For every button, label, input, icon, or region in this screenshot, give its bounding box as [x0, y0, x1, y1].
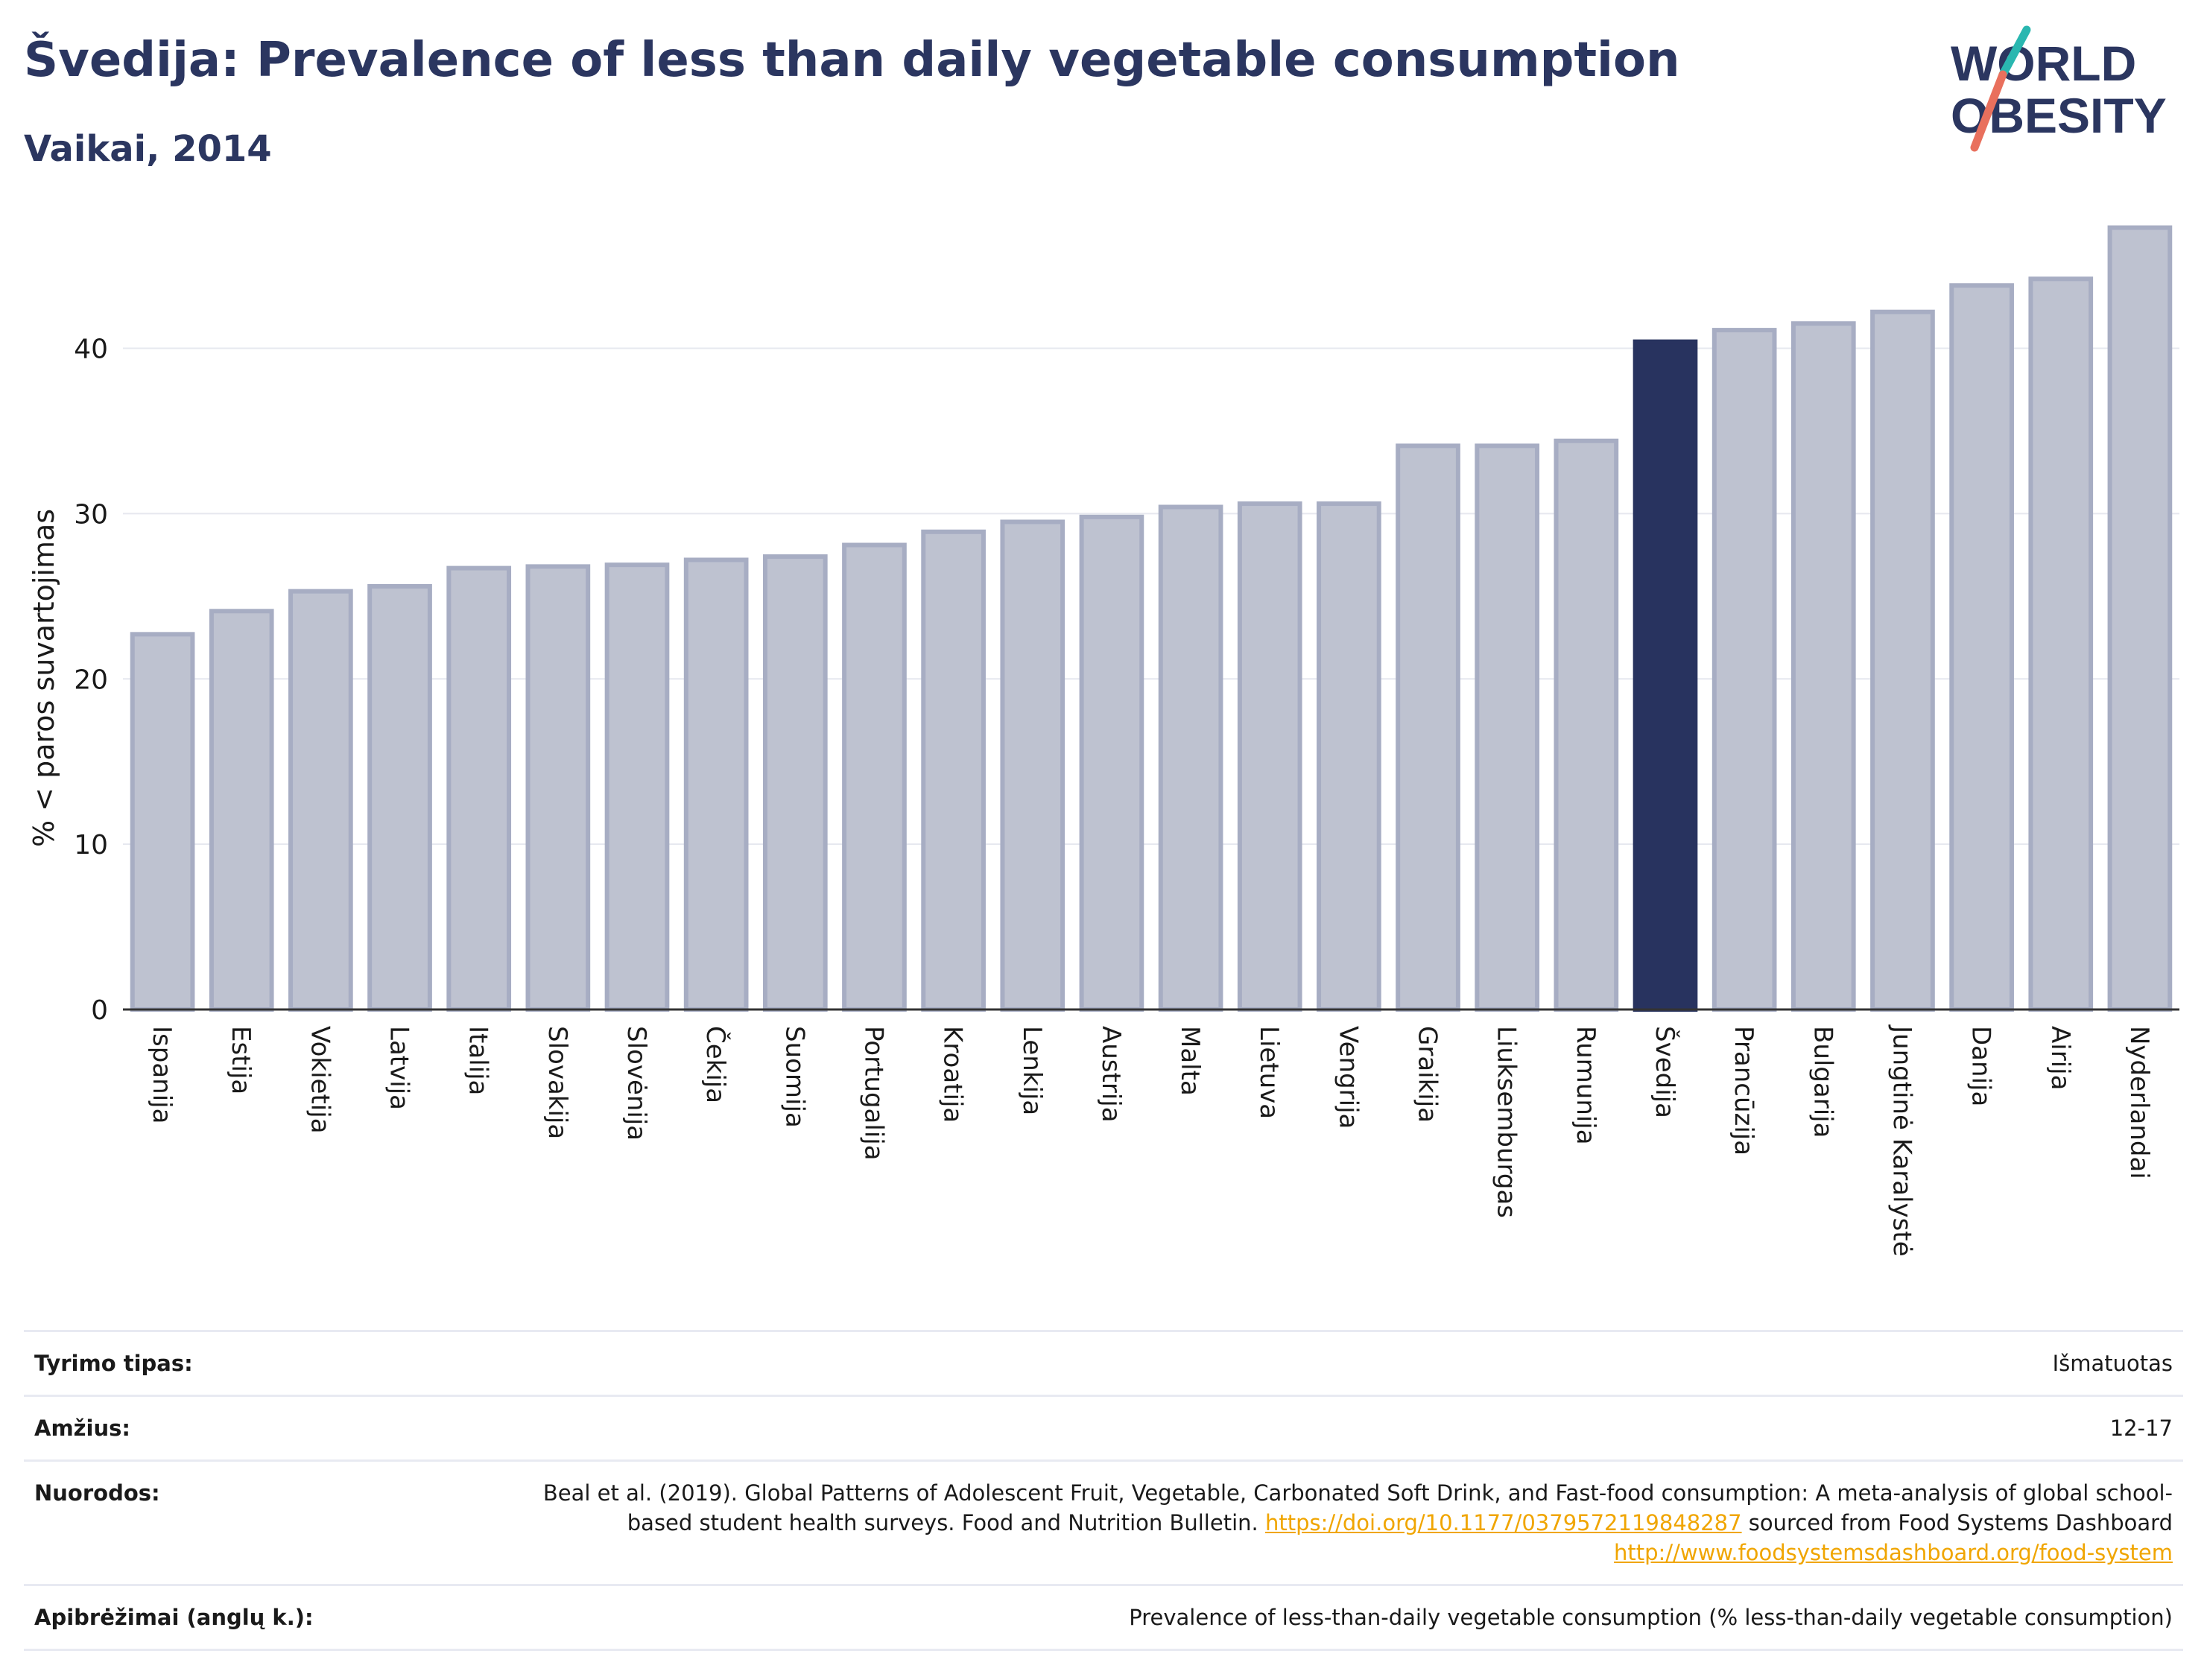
info-value: Išmatuotas — [492, 1330, 2183, 1397]
x-tick-label: Airija — [2045, 1026, 2075, 1090]
bars — [130, 225, 2173, 1012]
x-tick-label: Suomija — [779, 1026, 809, 1128]
x-tick-label: Bulgarija — [1808, 1026, 1837, 1138]
x-tick-label: Slovakija — [542, 1026, 572, 1139]
info-row-definitions: Apibrėžimai (anglų k.): Prevalence of le… — [24, 1584, 2183, 1651]
chart-subtitle: Vaikai, 2014 — [24, 128, 272, 170]
x-tick-label: Slovėnija — [621, 1026, 651, 1141]
x-tick-label: Jungtinė Karalystė — [1887, 1024, 1916, 1257]
bar-chart: 0 10 20 30 40 Ispanija Estija Vokietija Latvija I… — [28, 225, 2179, 1257]
x-tick-label: Austrija — [1096, 1026, 1126, 1123]
x-tick-label: Čekija — [700, 1026, 731, 1103]
x-tick-label: Liuksemburgas — [1492, 1026, 1521, 1218]
x-tick-label: Rumunija — [1571, 1026, 1600, 1145]
x-tick-label: Latvija — [384, 1026, 414, 1110]
logo-coral-slash — [1970, 70, 2007, 152]
x-tick-label: Italija — [463, 1026, 493, 1095]
bar-prancūzija[interactable] — [1711, 328, 1777, 1012]
info-row-age: Amžius: 12-17 — [24, 1395, 2183, 1462]
y-axis-label: % < paros suvartojimas — [28, 509, 60, 847]
info-table: Tyrimo tipas: Išmatuotas Amžius: 12-17 N… — [24, 1330, 2183, 1651]
x-tick-label: Vengrija — [1333, 1026, 1363, 1129]
dashboard-link[interactable]: http://www.foodsystemsdashboard.org/food… — [1614, 1540, 2173, 1565]
bar-ispanija[interactable] — [130, 632, 195, 1012]
info-value: Prevalence of less-than-daily vegetable … — [492, 1584, 2183, 1651]
bar-kroatija[interactable] — [921, 529, 986, 1012]
y-tick-label: 30 — [74, 499, 108, 530]
info-value: Beal et al. (2019). Global Patterns of A… — [492, 1459, 2183, 1586]
bar-bulgarija[interactable] — [1790, 321, 1856, 1012]
bar-rumunija[interactable] — [1554, 438, 1619, 1012]
x-tick-label: Nyderlandai — [2124, 1026, 2154, 1179]
bar-vengrija[interactable] — [1317, 501, 1381, 1012]
y-tick-label: 20 — [74, 665, 108, 695]
x-tick-label: Švedija — [1650, 1026, 1680, 1118]
bar-vokietija[interactable] — [288, 589, 353, 1012]
bar-suomija[interactable] — [762, 554, 828, 1012]
bar-malta[interactable] — [1158, 504, 1223, 1012]
info-label: Tyrimo tipas: — [24, 1330, 492, 1397]
bar-austrija[interactable] — [1079, 514, 1144, 1012]
chart-title: Švedija: Prevalence of less than daily v… — [24, 33, 1680, 88]
x-tick-label: Lenkija — [1017, 1026, 1047, 1115]
x-tick-label: Vokietija — [305, 1026, 335, 1134]
y-tick-label: 0 — [91, 995, 108, 1026]
x-tick-label: Graikija — [1413, 1026, 1443, 1123]
logo-line-world: WORLD — [1951, 36, 2136, 91]
x-tick-label: Lietuva — [1254, 1026, 1284, 1119]
bar-slovakija[interactable] — [525, 564, 591, 1012]
doi-link[interactable]: https://doi.org/10.1177/0379572119848287 — [1264, 1510, 1742, 1535]
bar-italija[interactable] — [446, 565, 512, 1012]
bar-švedija[interactable] — [1633, 339, 1698, 1012]
bar-lietuva[interactable] — [1237, 501, 1302, 1012]
x-tick-label: Ispanija — [147, 1026, 177, 1123]
bar-portugalija[interactable] — [842, 542, 907, 1012]
info-value: 12-17 — [492, 1395, 2183, 1462]
bar-jungtinė-karalystė[interactable] — [1870, 309, 1935, 1012]
bar-graikija[interactable] — [1396, 443, 1460, 1012]
world-obesity-logo: WORLD OBESITY — [1951, 25, 2167, 152]
bar-nyderlandai[interactable] — [2107, 225, 2173, 1012]
bar-liuksemburgas[interactable] — [1475, 443, 1540, 1012]
info-label: Nuorodos: — [24, 1459, 492, 1586]
x-tick-label: Portugalija — [858, 1026, 888, 1161]
info-row-references: Nuorodos: Beal et al. (2019). Global Pat… — [24, 1459, 2183, 1586]
y-tick-label: 40 — [74, 335, 108, 365]
info-label: Amžius: — [24, 1395, 492, 1462]
bar-latvija[interactable] — [367, 584, 432, 1012]
bar-airija[interactable] — [2028, 276, 2094, 1012]
x-tick-label: Danija — [1966, 1026, 1996, 1106]
axes: 0 10 20 30 40 Ispanija Estija Vokietija Latvija I… — [74, 335, 2179, 1257]
x-tick-label: Malta — [1175, 1026, 1205, 1096]
bar-slovėnija[interactable] — [604, 562, 670, 1012]
bar-čekija[interactable] — [683, 557, 749, 1012]
y-tick-label: 10 — [74, 830, 108, 860]
x-tick-label: Prancūzija — [1729, 1026, 1758, 1156]
info-label: Apibrėžimai (anglų k.): — [24, 1584, 492, 1651]
bar-danija[interactable] — [1949, 283, 2014, 1012]
x-tick-label: Estija — [226, 1026, 256, 1094]
logo-teal-slash — [1998, 25, 2031, 79]
reference-source-text: sourced from Food Systems Dashboard — [1748, 1510, 2173, 1535]
reference-text: Beal et al. (2019). Global Patterns of A… — [542, 1480, 2173, 1535]
x-tick-label: Kroatija — [938, 1026, 968, 1123]
bar-estija[interactable] — [209, 609, 274, 1012]
info-row-study-type: Tyrimo tipas: Išmatuotas — [24, 1330, 2183, 1397]
bar-lenkija[interactable] — [1000, 519, 1065, 1012]
